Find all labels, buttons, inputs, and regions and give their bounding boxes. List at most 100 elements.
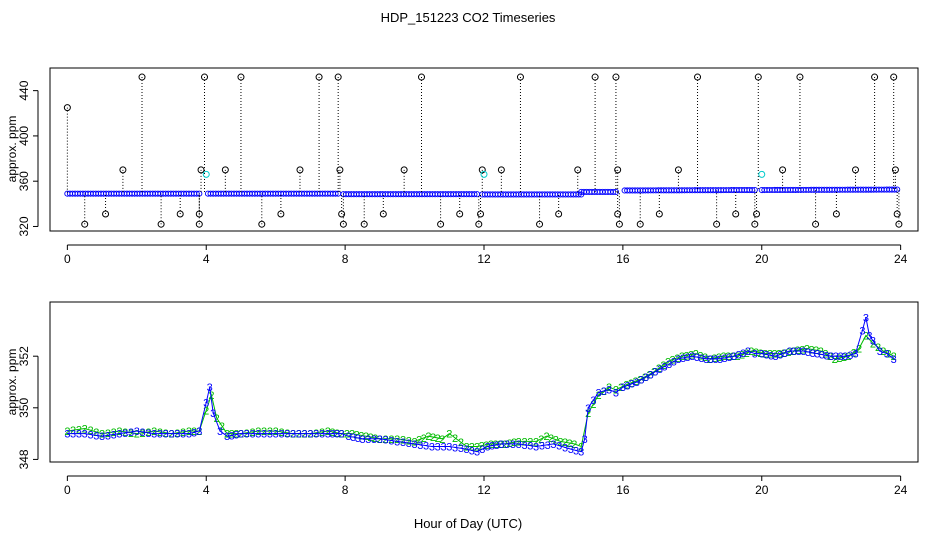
series-2-mark: 2 (548, 433, 554, 445)
raw-point (477, 210, 485, 218)
raw-point (614, 166, 622, 174)
series-3-mark: 3 (145, 428, 151, 440)
series-2-mark: 2 (891, 351, 897, 363)
series-3-mark: 3 (726, 352, 732, 364)
series-3-mark: 3 (699, 353, 705, 365)
series-3-mark: 3 (833, 351, 839, 363)
series-3-mark: 3 (596, 387, 602, 399)
bottom-y-tick-label: 352 (17, 346, 31, 366)
series-2-mark: 2 (827, 351, 833, 363)
raw-point (258, 220, 266, 228)
raw-point (713, 220, 721, 228)
series-2-mark: 2 (329, 427, 335, 439)
series-2-mark: 2 (151, 426, 157, 438)
series-2-mark: 2 (93, 427, 99, 439)
series-2-mark: 2 (469, 442, 475, 454)
bottom-x-tick-label: 0 (64, 483, 71, 497)
series-2-mark: 2 (344, 429, 350, 441)
series-3-mark: 3 (638, 374, 644, 386)
series-3-mark: 3 (229, 430, 235, 442)
series-3-mark: 3 (339, 429, 345, 441)
series-2-mark: 2 (771, 349, 777, 361)
series-3-mark: 3 (601, 386, 607, 398)
series-2-mark: 2 (683, 350, 689, 362)
raw-point (636, 220, 644, 228)
series-2-mark: 2 (394, 434, 400, 446)
series-2-mark: 2 (479, 441, 485, 453)
series-3-mark: 3 (585, 403, 591, 415)
series-2-mark: 2 (358, 430, 364, 442)
series-3-mark: 3 (527, 441, 533, 453)
series-3-mark: 3 (87, 430, 93, 442)
series-3-mark: 3 (76, 429, 82, 441)
series-2-mark: 2 (511, 437, 517, 449)
series-2-mark: 2 (82, 424, 88, 436)
raw-point (832, 210, 840, 218)
raw-point (360, 220, 368, 228)
series-2-mark: 2 (613, 385, 619, 397)
series-3-mark: 3 (545, 440, 551, 452)
baseline-point (751, 186, 758, 194)
top-flag-series (202, 170, 766, 178)
series-2-mark: 2 (140, 428, 146, 440)
raw-point (277, 210, 285, 218)
series-3-mark: 3 (689, 351, 695, 363)
top-panel: 0 4 8 12 16 20 24 320 360 400 440 approx. ppm (5, 67, 919, 266)
baseline-point (471, 191, 478, 198)
series-3-mark: 3 (128, 427, 134, 439)
raw-point (779, 166, 787, 174)
series-2-mark: 2 (707, 354, 713, 366)
series-2-mark: 2 (421, 433, 427, 445)
series-3-mark: 3 (805, 347, 811, 359)
series-3-mark: 3 (620, 382, 626, 394)
series-3-mark: 3 (383, 435, 389, 447)
series-2-mark: 2 (249, 427, 255, 439)
series-3-mark: 3 (562, 442, 568, 454)
series-3-mark: 3 (521, 440, 527, 452)
raw-point (614, 210, 622, 218)
bottom-x-axis: 0 4 8 12 16 20 24 (64, 475, 908, 497)
series-3-mark: 3 (768, 350, 774, 362)
raw-point (753, 210, 761, 218)
series-2-mark: 2 (790, 346, 796, 358)
series-2-mark: 2 (730, 351, 736, 363)
series-2-mark: 2 (425, 431, 431, 443)
series-3-mark: 3 (464, 444, 470, 456)
raw-point (379, 210, 387, 218)
series-3-mark: 3 (484, 442, 490, 454)
raw-point (890, 73, 898, 81)
series-3-mark: 3 (105, 430, 111, 442)
series-3-mark: 3 (824, 350, 830, 362)
series-2-mark: 2 (70, 425, 76, 437)
series-2-mark: 2 (180, 427, 186, 439)
series-3-mark: 3 (400, 437, 406, 449)
series-3-mark: 3 (458, 443, 464, 455)
bottom-x-tick-label: 8 (342, 483, 349, 497)
raw-point (102, 210, 110, 218)
series-3-mark: 3 (782, 348, 788, 360)
raw-point (315, 73, 323, 81)
series-3-mark: 3 (494, 440, 500, 452)
bottom-y-axis-label: approx. ppm (5, 349, 19, 416)
series-3-mark: 3 (568, 444, 574, 456)
series-3-mark: 3 (278, 429, 284, 441)
raw-point (895, 220, 903, 228)
bottom-y-tick-label: 348 (17, 449, 31, 469)
series-3-mark: 3 (736, 350, 742, 362)
series-3-mark: 3 (406, 438, 412, 450)
series-3-mark: 3 (296, 429, 302, 441)
raw-point (334, 73, 342, 81)
series-3-mark: 3 (763, 350, 769, 362)
series-3-mark: 3 (791, 346, 797, 358)
flag-point (480, 170, 488, 178)
series-2-mark: 2 (302, 429, 308, 441)
series-2-mark: 2 (229, 429, 235, 441)
bottom-x-tick-label: 20 (755, 483, 769, 497)
raw-point (221, 166, 229, 174)
series-3-mark: 3 (429, 442, 435, 454)
raw-point (555, 210, 563, 218)
series-3-mark: 3 (870, 336, 876, 348)
series-2-mark: 2 (571, 439, 577, 451)
series-3-mark: 3 (516, 439, 522, 451)
top-x-tick-label: 0 (64, 252, 71, 266)
